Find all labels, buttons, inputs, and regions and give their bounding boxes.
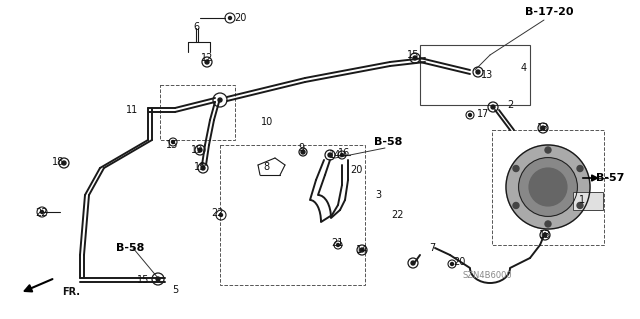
Circle shape bbox=[201, 166, 205, 170]
Text: 15: 15 bbox=[407, 50, 419, 60]
Circle shape bbox=[62, 161, 66, 165]
Text: 20: 20 bbox=[350, 165, 362, 175]
Text: 15: 15 bbox=[166, 140, 178, 150]
Bar bbox=[420, 45, 530, 105]
Text: 22: 22 bbox=[36, 208, 48, 218]
Text: 15: 15 bbox=[137, 275, 149, 285]
Text: 2: 2 bbox=[507, 100, 513, 110]
Text: B-58: B-58 bbox=[116, 243, 144, 253]
Circle shape bbox=[411, 261, 415, 265]
Circle shape bbox=[340, 153, 344, 157]
Circle shape bbox=[451, 263, 454, 265]
Text: 20: 20 bbox=[453, 257, 465, 267]
Circle shape bbox=[491, 105, 495, 109]
Text: 14: 14 bbox=[329, 150, 341, 160]
Circle shape bbox=[228, 17, 232, 19]
Text: 9: 9 bbox=[298, 143, 304, 153]
Text: 12: 12 bbox=[201, 53, 213, 63]
Text: 22: 22 bbox=[211, 208, 223, 218]
Bar bbox=[220, 145, 365, 285]
Text: SZN4B6000: SZN4B6000 bbox=[462, 271, 512, 280]
Circle shape bbox=[40, 211, 44, 213]
Circle shape bbox=[468, 114, 472, 116]
Text: B-58: B-58 bbox=[374, 137, 402, 147]
Text: 7: 7 bbox=[429, 243, 435, 253]
Text: 14: 14 bbox=[356, 245, 368, 255]
Text: 3: 3 bbox=[375, 190, 381, 200]
Circle shape bbox=[413, 56, 417, 60]
Circle shape bbox=[360, 248, 364, 252]
Circle shape bbox=[328, 153, 332, 157]
Circle shape bbox=[506, 145, 590, 229]
Circle shape bbox=[513, 203, 519, 209]
Text: 19: 19 bbox=[191, 145, 203, 155]
Text: 21: 21 bbox=[331, 238, 343, 248]
Circle shape bbox=[545, 221, 551, 227]
Circle shape bbox=[205, 60, 209, 64]
Circle shape bbox=[543, 233, 547, 237]
Text: 11: 11 bbox=[126, 105, 138, 115]
Bar bbox=[573, 192, 603, 210]
Text: 13: 13 bbox=[537, 123, 549, 133]
Text: 4: 4 bbox=[521, 63, 527, 73]
Text: B-17-20: B-17-20 bbox=[525, 7, 573, 17]
Text: 6: 6 bbox=[193, 22, 199, 32]
Text: 19: 19 bbox=[194, 162, 206, 172]
Circle shape bbox=[220, 213, 223, 217]
Text: 5: 5 bbox=[172, 285, 178, 295]
Circle shape bbox=[577, 203, 583, 209]
Circle shape bbox=[198, 148, 202, 152]
Text: FR.: FR. bbox=[62, 287, 80, 297]
Bar bbox=[160, 85, 235, 140]
Circle shape bbox=[518, 158, 577, 216]
Text: 17: 17 bbox=[477, 109, 489, 119]
Text: 13: 13 bbox=[481, 70, 493, 80]
Circle shape bbox=[337, 243, 339, 247]
Circle shape bbox=[529, 168, 567, 206]
Text: 10: 10 bbox=[261, 117, 273, 127]
Text: 1: 1 bbox=[579, 195, 585, 205]
Circle shape bbox=[218, 98, 222, 102]
Text: 22: 22 bbox=[391, 210, 403, 220]
Circle shape bbox=[513, 166, 519, 172]
Circle shape bbox=[172, 140, 175, 144]
Circle shape bbox=[541, 126, 545, 130]
Circle shape bbox=[301, 150, 305, 154]
Circle shape bbox=[156, 277, 160, 281]
Text: 16: 16 bbox=[338, 148, 350, 158]
Bar bbox=[492, 130, 604, 245]
Circle shape bbox=[545, 147, 551, 153]
Circle shape bbox=[577, 166, 583, 172]
Text: 13: 13 bbox=[539, 230, 551, 240]
Circle shape bbox=[476, 70, 480, 74]
Text: 8: 8 bbox=[263, 162, 269, 172]
Text: 18: 18 bbox=[52, 157, 64, 167]
Text: B-57: B-57 bbox=[596, 173, 624, 183]
Text: 20: 20 bbox=[234, 13, 246, 23]
